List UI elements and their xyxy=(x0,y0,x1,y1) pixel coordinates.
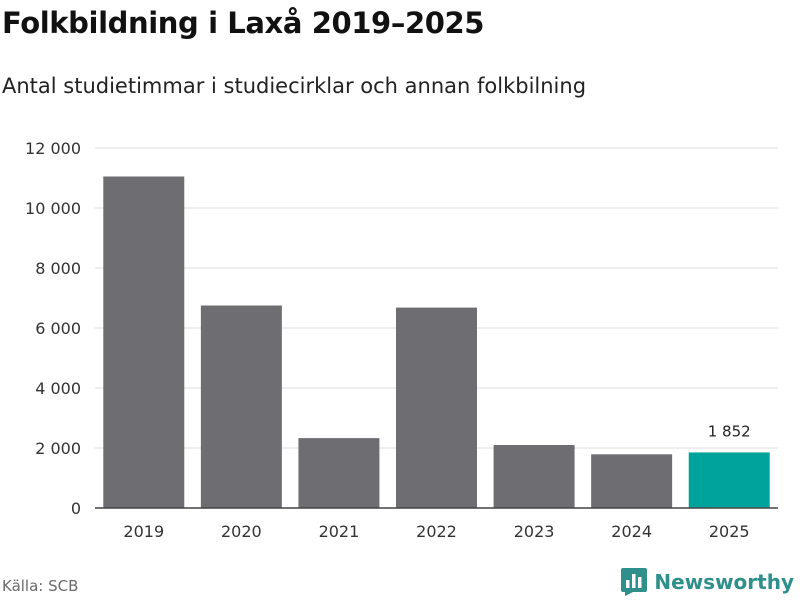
data-label: 1 852 xyxy=(708,422,751,440)
chart-subtitle: Antal studietimmar i studiecirklar och a… xyxy=(2,74,587,98)
y-tick-label: 6 000 xyxy=(35,319,81,338)
y-tick-label: 2 000 xyxy=(35,439,81,458)
bar xyxy=(200,305,282,508)
brand-name: Newsworthy xyxy=(654,570,794,594)
y-tick-label: 4 000 xyxy=(35,379,81,398)
newsworthy-logo-icon xyxy=(621,568,648,596)
chart-title: Folkbildning i Laxå 2019–2025 xyxy=(2,6,485,40)
y-tick-label: 8 000 xyxy=(35,259,81,278)
brand-logo: Newsworthy xyxy=(621,568,794,596)
x-tick-label: 2024 xyxy=(611,522,652,541)
bar xyxy=(688,452,770,508)
bar-chart: 0 2 000 4 000 6 000 8 000 10 000 12 000 2019 202… xyxy=(25,139,778,541)
y-tick-label: 12 000 xyxy=(25,139,81,158)
x-tick-label: 2021 xyxy=(319,522,360,541)
x-tick-label: 2022 xyxy=(416,522,457,541)
bar xyxy=(591,454,673,508)
x-tick-label: 2020 xyxy=(221,522,262,541)
bar xyxy=(103,176,185,508)
bar xyxy=(493,445,575,508)
source-note: Källa: SCB xyxy=(2,577,79,595)
x-tick-label: 2025 xyxy=(709,522,750,541)
x-tick-label: 2023 xyxy=(514,522,555,541)
bar xyxy=(396,307,477,508)
bar xyxy=(298,438,380,508)
x-tick-label: 2019 xyxy=(123,522,164,541)
y-tick-label: 0 xyxy=(71,499,81,518)
y-tick-label: 10 000 xyxy=(25,199,81,218)
